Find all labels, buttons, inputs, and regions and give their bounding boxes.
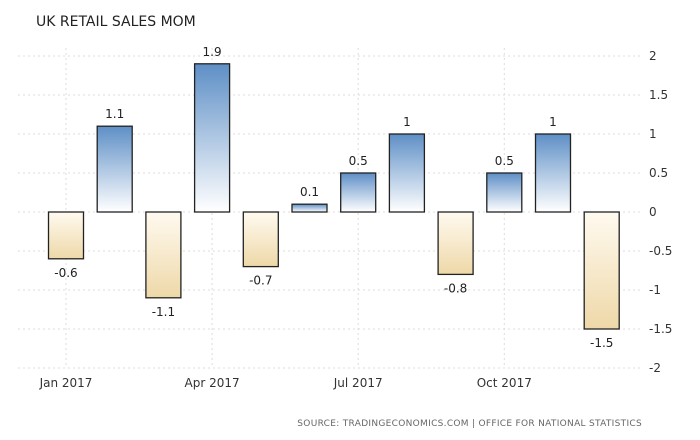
y-tick-label: -1 [649,283,661,297]
y-tick-label: 1.5 [649,88,668,102]
bars [47,63,620,330]
data-label: -1.1 [152,305,175,319]
data-label: 0.1 [300,185,319,199]
data-label: 0.5 [349,154,368,168]
bar-may-2017 [242,211,279,268]
data-label: 1.9 [203,45,222,59]
data-label: 1 [549,115,557,129]
y-tick-label: 1 [649,127,657,141]
data-label: -0.7 [249,274,272,288]
x-tick-label: Apr 2017 [185,376,240,390]
data-label: -0.6 [54,266,77,280]
data-label: 1 [403,115,411,129]
y-tick-label: 0 [649,205,657,219]
data-label: -0.8 [444,281,467,295]
y-tick-label: 2 [649,49,657,63]
bar-jul-2017 [340,172,377,213]
y-axis-ticks: 2 1.5 1 0.5 0 -0.5 -1 -1.5 -2 [649,49,672,375]
data-label: 0.5 [495,154,514,168]
chart-title: UK RETAIL SALES MOM [36,14,196,30]
x-tick-label: Jan 2017 [39,376,93,390]
bar-oct-2017 [486,172,523,213]
y-tick-label: -0.5 [649,244,672,258]
x-tick-label: Jul 2017 [333,376,383,390]
data-label: 1.1 [105,107,124,121]
x-tick-label: Oct 2017 [477,376,532,390]
data-label: -1.5 [590,336,613,350]
bar-nov-2017 [534,133,572,213]
bar-jun-2017 [291,203,328,213]
source-note: SOURCE: TRADINGECONOMICS.COM | OFFICE FO… [297,419,642,429]
bar-aug-2017 [388,133,426,213]
y-tick-label: -2 [649,361,661,375]
data-labels: -0.6 1.1 -1.1 1.9 -0.7 0.1 0.5 1 -0.8 0.5 1 -1.5 [54,45,613,350]
bar-dec-2017 [583,211,620,330]
y-tick-label: -1.5 [649,322,672,336]
bar-sep-2017 [437,211,474,276]
x-axis-ticks: Jan 2017 Apr 2017 Jul 2017 Oct 2017 [39,376,532,390]
bar-mar-2017 [145,211,182,299]
bar-apr-2017 [193,63,231,213]
bar-feb-2017 [96,125,133,213]
bar-jan-2017 [47,211,85,260]
y-tick-label: 0.5 [649,166,668,180]
